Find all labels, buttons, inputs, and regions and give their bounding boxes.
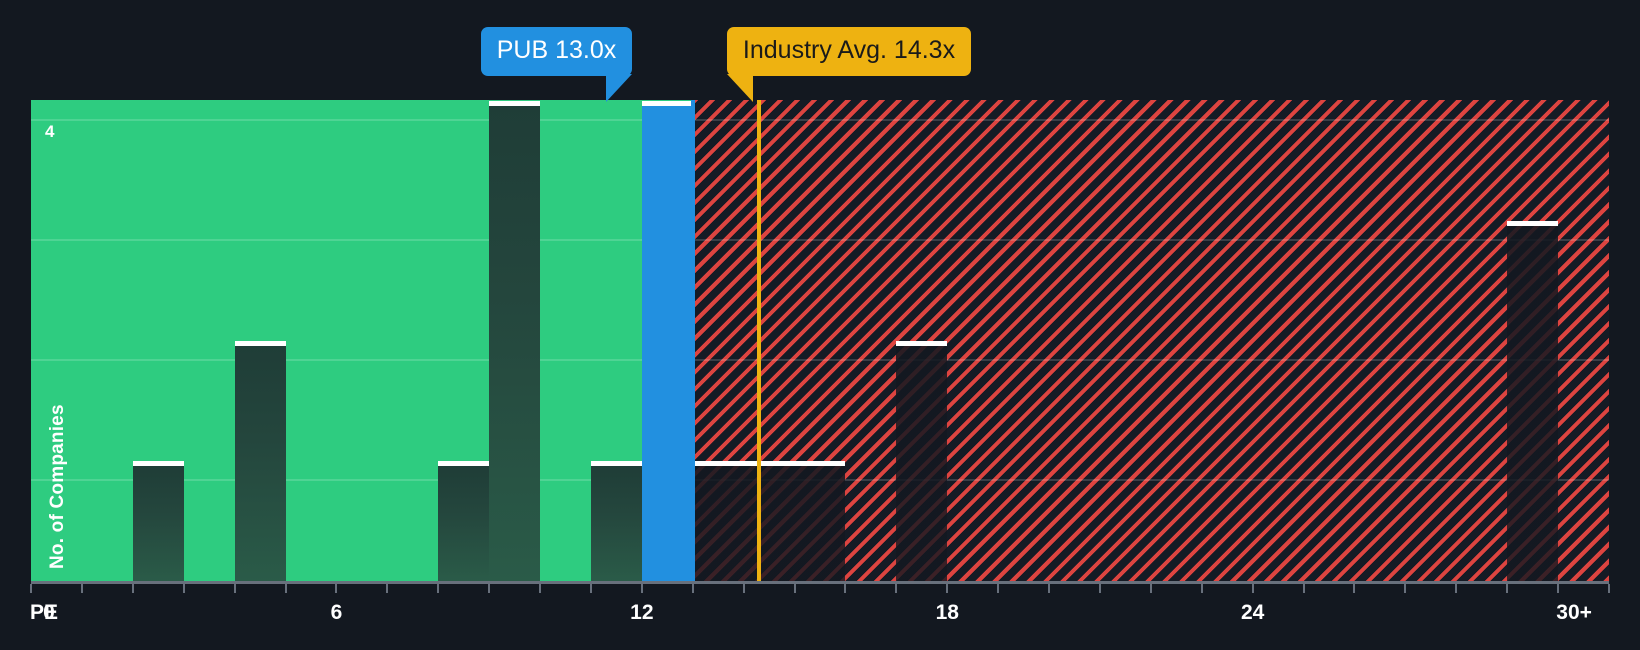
x-axis-tick-label: 6 (330, 601, 343, 624)
bar-body (794, 465, 846, 581)
x-axis-tick (182, 584, 185, 593)
x-axis-tick (1200, 584, 1203, 593)
bar-cap (234, 341, 286, 346)
bar-body (641, 105, 693, 581)
x-axis-tick (1251, 584, 1254, 593)
bar-cap (1507, 221, 1559, 226)
callout-tail-icon (726, 74, 753, 102)
marker-line-company (690, 100, 695, 581)
bar-body (489, 105, 541, 581)
y-tick-label-4: 4 (45, 122, 55, 141)
histogram-bar[interactable] (896, 341, 948, 581)
company-pe-callout-label: PUB 13.0x (496, 36, 617, 64)
x-axis-tick (1353, 584, 1356, 593)
x-axis-tick (284, 584, 287, 593)
x-axis-tick (1404, 584, 1407, 593)
histogram-bar[interactable] (794, 461, 846, 581)
x-axis-tick (335, 584, 338, 593)
x-axis-tick (30, 584, 32, 593)
bar-body (590, 465, 642, 581)
bar-cap (641, 101, 693, 106)
x-axis-tick-label: 24 (1240, 601, 1265, 624)
x-axis-tick (539, 584, 542, 593)
x-axis-tick-label: 30+ (1556, 601, 1592, 624)
bar-cap (896, 341, 948, 346)
bar-body (132, 465, 184, 581)
x-axis-title: PE (30, 601, 59, 624)
bar-body (438, 465, 490, 581)
x-axis-tick (233, 584, 236, 593)
histogram-bar[interactable] (234, 341, 286, 581)
histogram-bar[interactable] (1507, 221, 1559, 581)
company-pe-callout[interactable]: PUB 13.0x (480, 27, 633, 102)
x-axis-tick (589, 584, 592, 593)
x-axis-tick (997, 584, 1000, 593)
callout-tail-icon (606, 74, 633, 102)
x-axis-tick (1098, 584, 1101, 593)
histogram-bar[interactable] (692, 461, 744, 581)
x-axis-tick (1506, 584, 1509, 593)
industry-average-callout[interactable]: Industry Avg. 14.3x (726, 27, 972, 102)
x-axis-tick (844, 584, 847, 593)
marker-line-industry-average (756, 100, 761, 581)
bar-body (896, 345, 948, 581)
x-axis-tick (131, 584, 134, 593)
bar-body (692, 465, 744, 581)
plot-area: 4 No. of Companies (31, 100, 1609, 581)
x-axis-tick (640, 584, 643, 593)
bar-body (743, 465, 795, 581)
histogram-bar[interactable] (743, 461, 795, 581)
x-axis-tick-label: 18 (935, 601, 959, 624)
histogram-bar[interactable] (590, 461, 642, 581)
x-axis-tick (1302, 584, 1305, 593)
x-axis-tick (1455, 584, 1458, 593)
histogram-bar[interactable] (438, 461, 490, 581)
x-axis-tick (691, 584, 694, 593)
x-axis-tick (1557, 584, 1560, 593)
x-axis-tick (895, 584, 898, 593)
x-axis-tick (1608, 584, 1610, 593)
histogram-bar[interactable] (489, 101, 541, 581)
x-axis-tick (793, 584, 796, 593)
histogram-bar[interactable] (132, 461, 184, 581)
bar-cap (743, 461, 795, 466)
x-axis-line (31, 581, 1609, 584)
bar-body (1507, 225, 1559, 581)
y-axis-title: No. of Companies (47, 404, 68, 569)
x-axis-tick (1048, 584, 1051, 593)
bar-cap (438, 461, 490, 466)
x-axis-tick (742, 584, 745, 593)
industry-average-callout-label: Industry Avg. 14.3x (742, 36, 956, 64)
x-axis-tick (946, 584, 949, 593)
x-axis-tick-label: 12 (630, 601, 654, 624)
x-axis-tick-label: 0 (43, 601, 55, 624)
histogram-bar[interactable] (641, 101, 693, 581)
x-axis-tick (437, 584, 440, 593)
x-axis-tick (386, 584, 389, 593)
bar-body (234, 345, 286, 581)
x-axis-tick (488, 584, 491, 593)
bar-cap (132, 461, 184, 466)
overvalued-zone-hatched (692, 100, 1609, 581)
x-axis-tick (80, 584, 83, 593)
x-axis-tick (1149, 584, 1152, 593)
bar-cap (692, 461, 744, 466)
bar-cap (590, 461, 642, 466)
bar-cap (489, 101, 541, 106)
bar-cap (794, 461, 846, 466)
